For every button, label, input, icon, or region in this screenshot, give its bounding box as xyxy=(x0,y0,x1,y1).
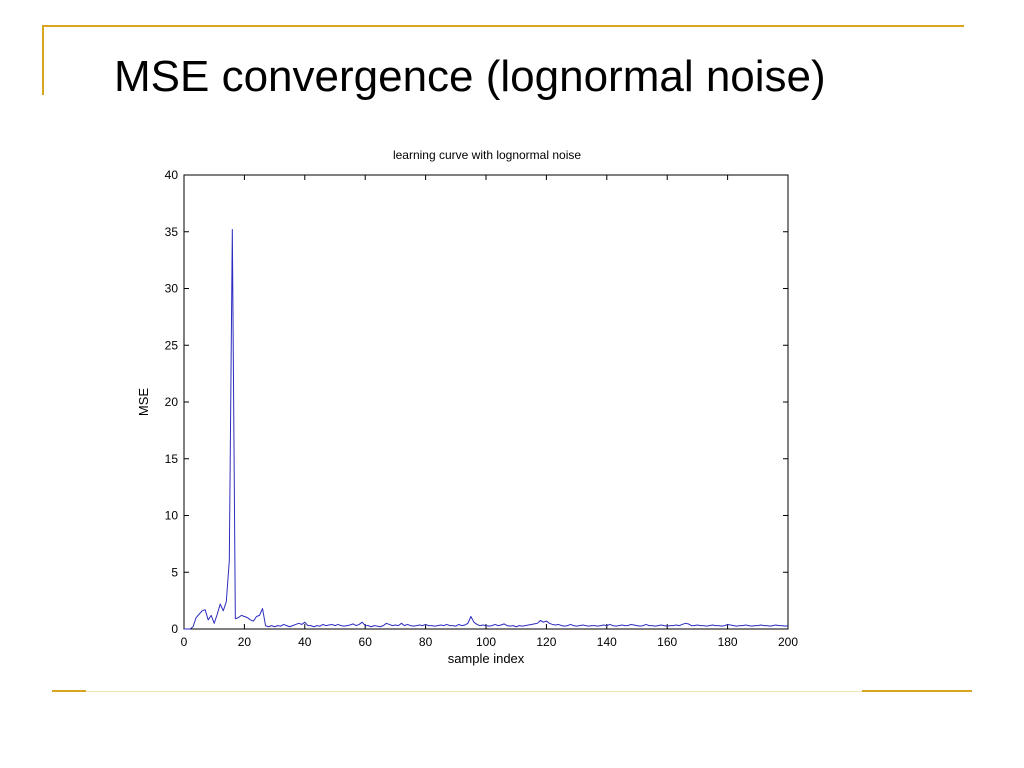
x-tick-label: 180 xyxy=(718,635,738,649)
y-tick-label: 25 xyxy=(165,338,179,352)
y-tick-label: 40 xyxy=(165,168,179,182)
x-tick-label: 60 xyxy=(359,635,373,649)
y-tick-label: 35 xyxy=(165,225,179,239)
frame-left-rule xyxy=(42,25,44,95)
chart-figure: learning curve with lognormal noise 0 20 4… xyxy=(120,135,820,685)
x-tick-label: 80 xyxy=(419,635,433,649)
plot-area xyxy=(183,174,789,630)
y-tick-label: 10 xyxy=(165,509,179,523)
x-tick-label: 0 xyxy=(181,635,188,649)
x-axis-label: sample index xyxy=(448,651,525,666)
y-tick-label: 5 xyxy=(171,565,178,579)
bottom-rule-left xyxy=(52,690,86,692)
x-tick-label: 40 xyxy=(298,635,312,649)
chart-svg: learning curve with lognormal noise 0 20 4… xyxy=(136,148,799,666)
x-tick-label: 200 xyxy=(778,635,798,649)
y-tick-label: 0 xyxy=(171,622,178,636)
y-tick-label: 15 xyxy=(165,452,179,466)
series-line xyxy=(184,228,789,630)
axis-tick-labels: 0 20 40 60 80 100 120 140 160 180 200 0 5 10 15 20 25 30 3… xyxy=(165,168,799,649)
x-tick-label: 20 xyxy=(238,635,252,649)
bottom-rule-middle xyxy=(86,691,862,692)
frame-top-rule xyxy=(42,25,964,27)
x-tick-label: 140 xyxy=(597,635,617,649)
slide-title: MSE convergence (lognormal noise) xyxy=(114,52,826,101)
y-tick-label: 30 xyxy=(165,282,179,296)
x-tick-label: 120 xyxy=(536,635,556,649)
x-tick-label: 160 xyxy=(657,635,677,649)
y-tick-label: 20 xyxy=(165,395,179,409)
chart-title: learning curve with lognormal noise xyxy=(393,148,581,162)
bottom-rule-right xyxy=(862,690,972,692)
y-axis-label: MSE xyxy=(136,388,151,417)
x-tick-label: 100 xyxy=(476,635,496,649)
